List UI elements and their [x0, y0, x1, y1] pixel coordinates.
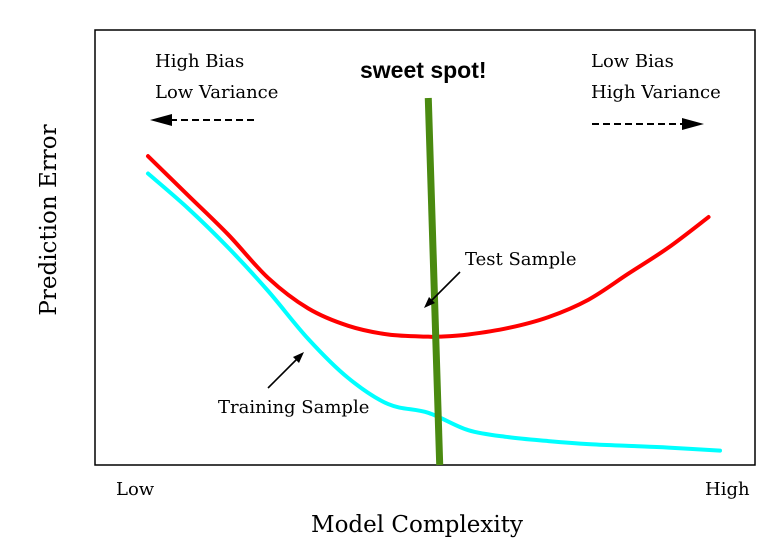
x-axis-title: Model Complexity: [311, 512, 523, 538]
annotation-high-bias: High Bias: [155, 51, 244, 72]
annotation-high-variance: High Variance: [591, 82, 721, 103]
training-sample-pointer-head: [293, 352, 304, 363]
test-sample-pointer: [429, 271, 461, 303]
test-sample-label: Test Sample: [465, 249, 577, 270]
right-arrow-head: [682, 118, 704, 130]
left-arrow: [150, 114, 258, 126]
x-tick-label-high: High: [705, 479, 750, 500]
left-arrow-head: [150, 114, 172, 126]
annotation-low-variance: Low Variance: [155, 82, 278, 103]
training-sample-label: Training Sample: [218, 397, 369, 418]
sweet-spot-label: sweet spot!: [360, 57, 487, 83]
y-axis-title: Prediction Error: [36, 124, 62, 315]
x-tick-label-low: Low: [116, 479, 155, 500]
training-sample-pointer: [267, 357, 299, 389]
right-arrow: [592, 118, 704, 130]
sweet-spot-line: [424, 97, 444, 466]
test-sample-pointer-head: [424, 297, 435, 308]
plot-frame: [94, 29, 756, 466]
annotation-low-bias: Low Bias: [591, 51, 674, 72]
series-line-training-sample: [146, 171, 722, 453]
